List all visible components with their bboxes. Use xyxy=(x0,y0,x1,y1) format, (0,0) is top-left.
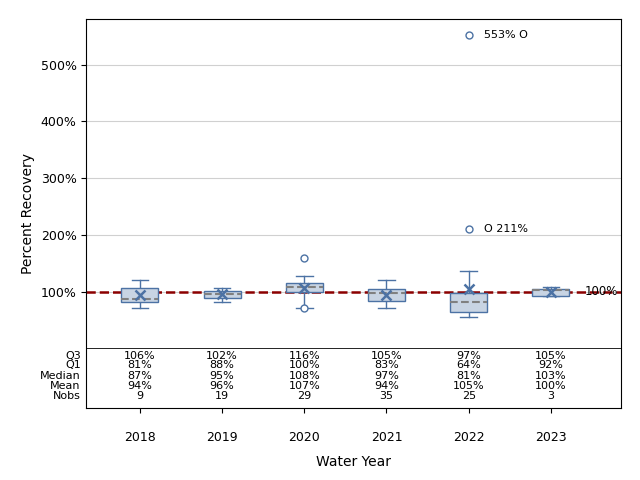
Text: 92%: 92% xyxy=(538,360,563,371)
Text: 19: 19 xyxy=(215,391,229,401)
Text: 102%: 102% xyxy=(206,351,238,361)
Text: 94%: 94% xyxy=(374,381,399,391)
Text: 97%: 97% xyxy=(374,371,399,381)
Text: Mean: Mean xyxy=(50,381,81,391)
FancyBboxPatch shape xyxy=(286,283,323,292)
Text: 2022: 2022 xyxy=(453,432,484,444)
Text: 95%: 95% xyxy=(210,371,234,381)
Text: 83%: 83% xyxy=(374,360,399,371)
FancyBboxPatch shape xyxy=(122,288,158,302)
FancyBboxPatch shape xyxy=(368,289,405,301)
Text: 35: 35 xyxy=(380,391,394,401)
Text: 96%: 96% xyxy=(210,381,234,391)
FancyBboxPatch shape xyxy=(450,293,487,312)
Text: 107%: 107% xyxy=(289,381,320,391)
Text: 94%: 94% xyxy=(127,381,152,391)
Text: Q3: Q3 xyxy=(65,351,81,361)
Text: 88%: 88% xyxy=(210,360,234,371)
Text: 9: 9 xyxy=(136,391,143,401)
Text: 2021: 2021 xyxy=(371,432,403,444)
Text: 25: 25 xyxy=(461,391,476,401)
Text: 116%: 116% xyxy=(289,351,320,361)
Text: 100%: 100% xyxy=(535,381,567,391)
Text: 103%: 103% xyxy=(535,371,567,381)
FancyBboxPatch shape xyxy=(204,290,241,299)
Text: Median: Median xyxy=(40,371,81,381)
Text: 108%: 108% xyxy=(289,371,320,381)
Text: 2023: 2023 xyxy=(535,432,567,444)
Text: 100%: 100% xyxy=(289,360,320,371)
Text: 100%: 100% xyxy=(585,285,618,298)
Text: 29: 29 xyxy=(297,391,312,401)
Text: 105%: 105% xyxy=(453,381,484,391)
Text: 81%: 81% xyxy=(456,371,481,381)
Text: Q1: Q1 xyxy=(65,360,81,371)
Text: 105%: 105% xyxy=(535,351,567,361)
Text: 105%: 105% xyxy=(371,351,403,361)
Text: 553% O: 553% O xyxy=(483,30,527,39)
Text: 2020: 2020 xyxy=(289,432,320,444)
Text: 64%: 64% xyxy=(456,360,481,371)
FancyBboxPatch shape xyxy=(532,289,570,296)
Text: 2019: 2019 xyxy=(206,432,238,444)
Text: 87%: 87% xyxy=(127,371,152,381)
Text: 106%: 106% xyxy=(124,351,156,361)
Y-axis label: Percent Recovery: Percent Recovery xyxy=(21,153,35,274)
Text: 3: 3 xyxy=(547,391,554,401)
Text: Nobs: Nobs xyxy=(52,391,81,401)
Text: O 211%: O 211% xyxy=(483,224,527,234)
Text: Water Year: Water Year xyxy=(316,455,391,468)
Text: 2018: 2018 xyxy=(124,432,156,444)
Text: 81%: 81% xyxy=(127,360,152,371)
Text: 97%: 97% xyxy=(456,351,481,361)
